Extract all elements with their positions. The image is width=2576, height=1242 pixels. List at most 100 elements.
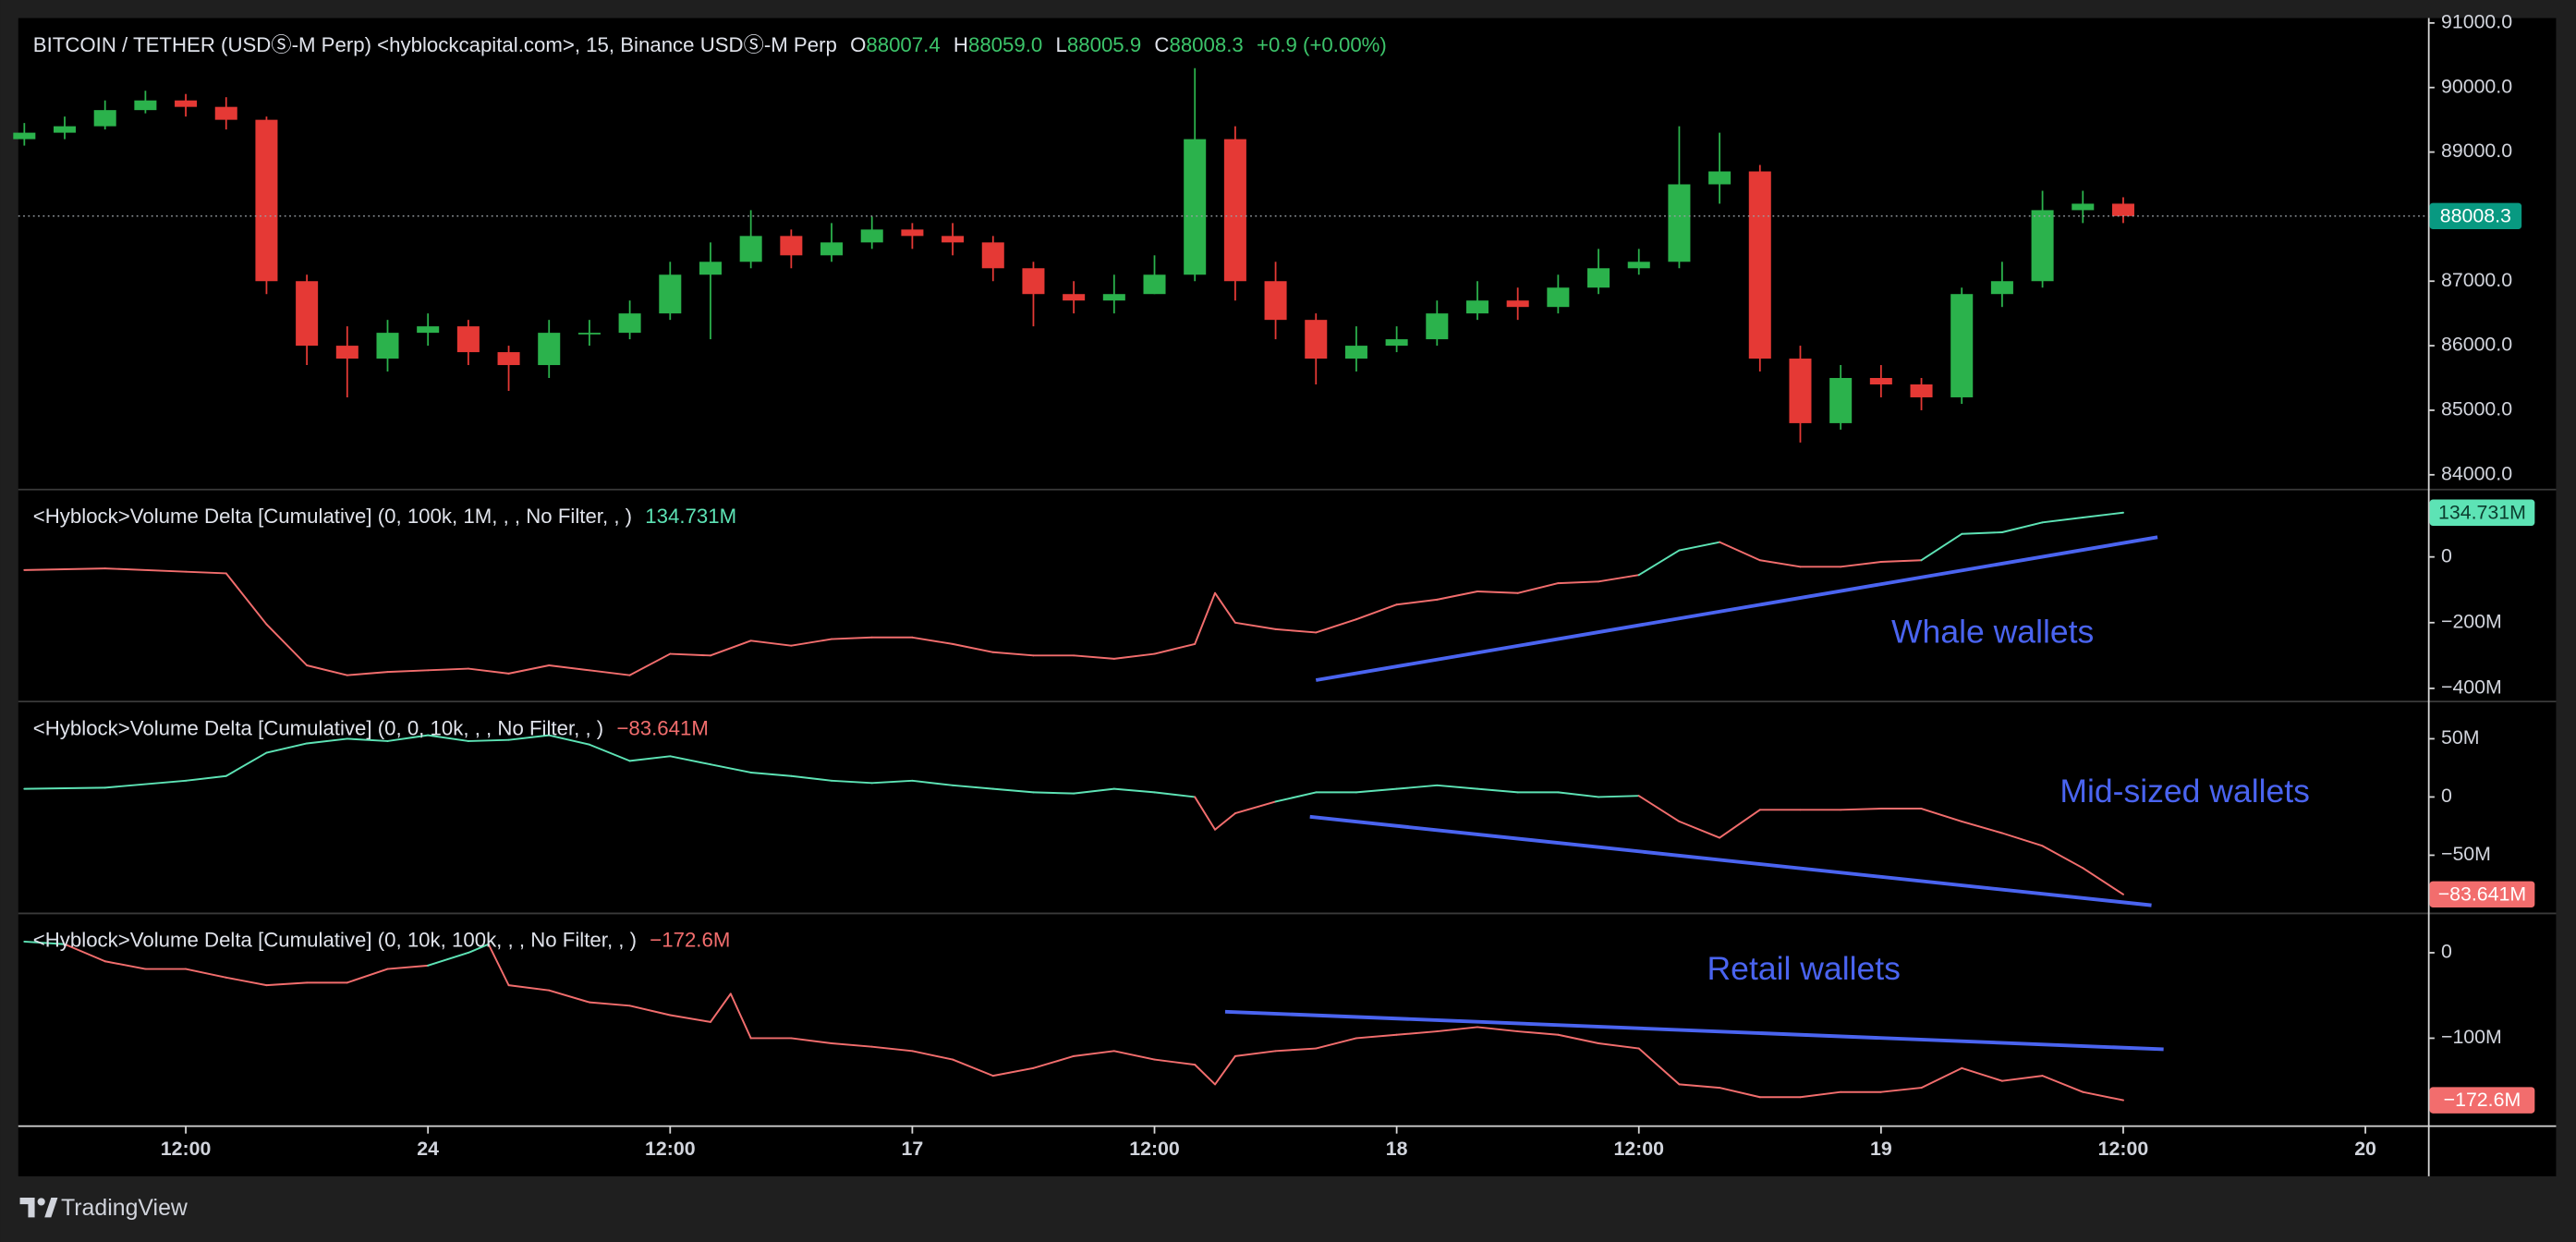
candle-body [1143,274,1166,295]
series-segment [1315,618,1357,634]
series-segment [1153,1058,1197,1066]
series-segment [749,771,793,777]
x-tick-label: 19 [1870,1138,1892,1160]
series-segment [1557,1033,1600,1044]
series-segment [1395,784,1439,790]
series-segment [1678,820,1721,839]
legend-value: 88005.9 [1067,33,1141,56]
series-segment [1073,787,1115,795]
series-segment [1476,1026,1519,1033]
series-segment [103,567,188,573]
series-segment [1355,1033,1398,1040]
candle-body [1022,268,1045,295]
series-segment [265,742,309,754]
x-tick-label: 18 [1386,1138,1408,1160]
series-segment [225,976,268,987]
series-segment [1476,787,1519,794]
candle-body [1426,313,1449,340]
series-segment [991,651,1035,657]
series-segment [1557,791,1600,798]
series-segment [225,751,268,777]
series-segment [1073,654,1115,660]
x-tick-label: 12:00 [161,1138,212,1160]
candle-body [659,274,682,314]
series-segment [1719,541,1761,562]
last-value-tag [2429,499,2535,526]
y-tick-label: 86000.0 [2441,334,2512,356]
x-tick-label: 17 [902,1138,924,1160]
candle-body [417,326,440,334]
series-segment [1436,784,1478,790]
series-segment [386,669,430,674]
candle-body [134,100,157,111]
series-segment [1598,574,1640,583]
series-segment [1436,591,1478,601]
series-segment [467,738,510,742]
series-segment [487,943,510,987]
series-segment [386,964,430,970]
series-segment [1879,1087,1923,1093]
x-tick-label: 12:00 [1613,1138,1664,1160]
y-tick-label: −400M [2441,676,2502,699]
candle-body [860,229,883,243]
last-value-tag [2429,1087,2535,1114]
series-segment [952,784,994,790]
series-segment [1840,561,1882,568]
series-segment [588,669,631,676]
candle-body [981,242,1004,269]
candle-body [376,333,399,359]
series-segment [185,774,227,782]
series-segment [2000,832,2044,847]
series-segment [2041,845,2084,870]
series-segment [64,943,106,963]
candle-body [1990,281,2013,295]
series-segment [1194,1064,1217,1086]
legend-value: 88008.3 [1169,33,1243,56]
series-segment [669,755,711,766]
last-value-label: −83.641M [2438,883,2526,905]
y-tick-label: −200M [2441,610,2502,632]
candle-body [214,106,237,120]
x-tick-label: 20 [2354,1138,2376,1160]
x-tick-label: 24 [417,1138,439,1160]
x-tick-label: 12:00 [645,1138,696,1160]
series-segment [306,664,348,676]
series-segment [588,743,631,762]
candle-body [175,100,198,107]
candle-body [13,132,36,140]
series-segment [1214,812,1236,831]
y-tick-label: 50M [2441,726,2480,749]
y-tick-label: 0 [2441,785,2452,807]
candle-body [1063,294,1086,301]
series-segment [1678,1083,1721,1090]
series-segment [2000,1075,2044,1082]
series-segment [2082,1090,2124,1102]
x-tick-label: 12:00 [2098,1138,2149,1160]
candle-body [1910,384,1933,397]
series-segment [1920,532,1963,562]
series-segment [265,623,309,666]
series-segment [1719,809,1761,839]
series-segment [1194,796,1217,831]
last-value-label: 134.731M [2438,501,2526,523]
candle-body [1305,320,1328,359]
y-tick-label: 0 [2441,941,2452,963]
series-segment [669,1014,711,1023]
series-segment [1073,1050,1115,1057]
series-segment [427,952,469,967]
candle-body [1789,359,1812,423]
series-segment [1233,621,1277,630]
series-segment [628,1005,672,1017]
plot-background [18,18,2557,1176]
x-tick-label: 12:00 [1129,1138,1180,1160]
candle-body [296,281,319,347]
trend-line [1309,814,2152,907]
series-segment [709,992,732,1023]
series-segment [588,1001,631,1007]
candle-body [901,229,924,237]
series-segment [952,1058,994,1078]
series-segment [1112,1050,1156,1061]
series-segment [2041,1075,2084,1093]
y-tick-label: −100M [2441,1026,2502,1048]
series-segment [1678,541,1721,552]
